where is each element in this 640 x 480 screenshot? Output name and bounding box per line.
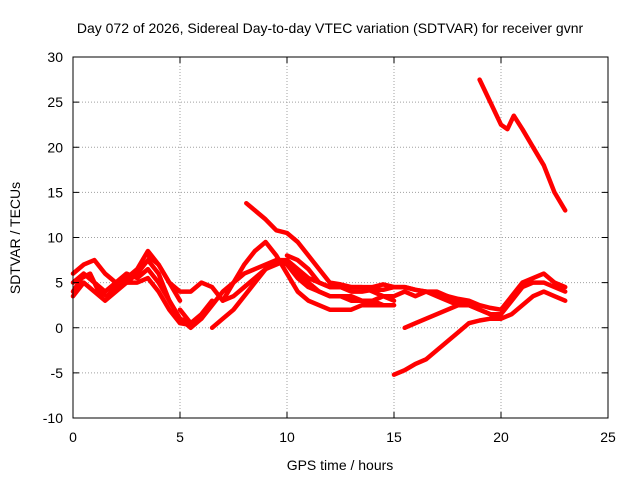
y-axis-label: SDTVAR / TECUs <box>7 182 23 294</box>
series-group <box>70 77 568 377</box>
series-line-s7 <box>209 257 461 331</box>
grid-lines <box>73 57 608 418</box>
y-axis-ticks: -10 -5 0 5 10 15 20 25 30 <box>43 49 608 426</box>
x-tick-label: 15 <box>386 429 402 445</box>
x-tick-label: 0 <box>69 429 77 445</box>
y-tick-label: 10 <box>47 230 63 246</box>
y-tick-label: -5 <box>51 365 64 381</box>
y-tick-label: -10 <box>43 410 63 426</box>
series-line-s8 <box>220 239 397 312</box>
x-tick-label: 25 <box>600 429 616 445</box>
y-tick-label: 20 <box>47 139 63 155</box>
y-tick-label: 30 <box>47 49 63 65</box>
y-tick-label: 5 <box>55 275 63 291</box>
y-tick-label: 0 <box>55 320 63 336</box>
x-axis-label: GPS time / hours <box>287 457 394 473</box>
x-tick-label: 5 <box>176 429 184 445</box>
y-tick-label: 15 <box>47 184 63 200</box>
x-tick-label: 20 <box>493 429 509 445</box>
series-line-s10 <box>284 253 568 312</box>
y-tick-label: 25 <box>47 94 63 110</box>
series-line-s11 <box>391 289 568 377</box>
series-line-s13 <box>477 77 568 213</box>
x-tick-label: 10 <box>279 429 295 445</box>
series-line-s4 <box>70 275 193 328</box>
chart-title: Day 072 of 2026, Sidereal Day-to-day VTE… <box>77 20 584 36</box>
series-line-s12 <box>402 280 568 331</box>
x-axis-ticks: 0 5 10 15 20 25 <box>69 57 616 445</box>
